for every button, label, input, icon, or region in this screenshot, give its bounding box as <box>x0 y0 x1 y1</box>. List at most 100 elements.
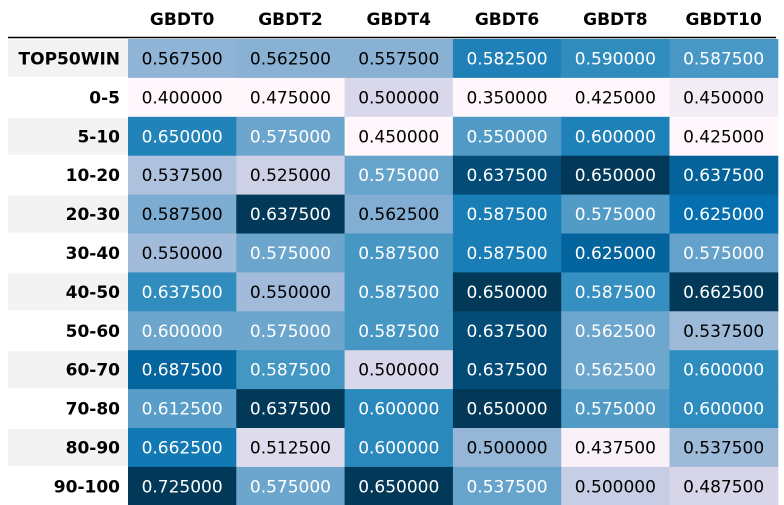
cell-value-label: 0.425000 <box>683 127 764 147</box>
cell-value-label: 0.637500 <box>466 166 547 186</box>
cell-value-label: 0.650000 <box>466 283 547 303</box>
column-header-gbdt0: GBDT0 <box>150 10 215 30</box>
cell-value-label: 0.637500 <box>142 283 223 303</box>
heatmap-cell <box>561 466 670 505</box>
cell-value-label: 0.662500 <box>683 283 764 303</box>
heatmap-cell <box>236 39 346 79</box>
cell-value-label: 0.637500 <box>250 400 331 420</box>
cell-value-label: 0.575000 <box>575 400 656 420</box>
heatmap-cell <box>344 389 454 429</box>
cell-value-label: 0.637500 <box>250 205 331 225</box>
heatmap-cell <box>669 194 779 234</box>
cell-value-label: 0.562500 <box>250 49 331 69</box>
cell-value-label: 0.587500 <box>575 283 656 303</box>
heatmap-cell <box>669 272 779 312</box>
heatmap-cell <box>669 233 779 273</box>
heatmap-cell <box>452 194 562 234</box>
row-band <box>8 273 128 311</box>
row-band <box>8 195 128 233</box>
cell-value-label: 0.450000 <box>358 127 439 147</box>
cell-value-label: 0.637500 <box>466 361 547 381</box>
heatmap-cell <box>128 466 237 505</box>
heatmap-cell <box>669 155 779 196</box>
cell-value-label: 0.575000 <box>575 205 656 225</box>
row-label-50-60: 50-60 <box>66 322 121 342</box>
heatmap-cell <box>344 194 454 234</box>
row-label-30-40: 30-40 <box>66 244 121 264</box>
row-label-70-80: 70-80 <box>66 400 121 420</box>
heatmap-cell <box>128 233 237 273</box>
heatmap-cell <box>452 389 562 429</box>
heatmap-cell <box>452 272 562 312</box>
heatmap-cell <box>669 389 779 429</box>
cell-value-label: 0.650000 <box>466 400 547 420</box>
heatmap-cell <box>344 428 454 468</box>
column-header-gbdt8: GBDT8 <box>583 10 647 30</box>
heatmap-cell <box>561 116 670 157</box>
cell-value-label: 0.512500 <box>250 438 331 458</box>
row-label-60-70: 60-70 <box>66 361 121 381</box>
heatmap-cell <box>452 155 562 196</box>
cell-value-label: 0.587500 <box>142 205 223 225</box>
heatmap-cell <box>344 272 454 312</box>
cell-value-label: 0.562500 <box>575 361 656 381</box>
row-band <box>8 117 128 155</box>
heatmap-cell <box>452 466 562 505</box>
heatmap-cell <box>128 155 237 196</box>
cell-value-label: 0.525000 <box>250 166 331 186</box>
heatmap-cell <box>452 350 562 390</box>
row-label-20-30: 20-30 <box>66 205 121 225</box>
cell-value-label: 0.575000 <box>250 244 331 264</box>
cell-value-label: 0.537500 <box>683 438 764 458</box>
cell-value-label: 0.600000 <box>142 322 223 342</box>
cell-value-label: 0.567500 <box>142 49 223 69</box>
cell-value-label: 0.537500 <box>466 477 547 497</box>
cell-value-label: 0.550000 <box>466 127 547 147</box>
cell-value-label: 0.637500 <box>466 322 547 342</box>
cell-value-label: 0.587500 <box>683 49 764 69</box>
heatmap-cell <box>128 428 237 468</box>
cell-value-label: 0.537500 <box>683 322 764 342</box>
cell-value-label: 0.500000 <box>466 438 547 458</box>
heatmap-cell <box>236 389 346 429</box>
heatmap-cell <box>452 77 562 118</box>
cell-value-label: 0.562500 <box>358 205 439 225</box>
cell-value-label: 0.500000 <box>358 361 439 381</box>
cell-value-label: 0.587500 <box>358 283 439 303</box>
heatmap-cell <box>236 233 346 273</box>
heatmap-cell <box>236 77 346 118</box>
heatmap-cell <box>561 272 670 312</box>
cell-value-label: 0.650000 <box>575 166 656 186</box>
cell-value-label: 0.575000 <box>250 477 331 497</box>
heatmap-cell <box>344 466 454 505</box>
heatmap-cell <box>344 116 454 157</box>
row-band <box>8 40 128 77</box>
heatmap-cell <box>561 77 670 118</box>
heatmap-cell <box>561 233 670 273</box>
heatmap-cell <box>344 311 454 351</box>
cell-value-label: 0.475000 <box>250 88 331 108</box>
cell-value-label: 0.587500 <box>250 361 331 381</box>
cell-value-label: 0.625000 <box>683 205 764 225</box>
cell-value-label: 0.587500 <box>466 205 547 225</box>
cell-value-label: 0.587500 <box>466 244 547 264</box>
heatmap-cell <box>236 194 346 234</box>
heatmap-cell <box>128 116 237 157</box>
row-band-group <box>8 40 128 466</box>
cell-value-label: 0.450000 <box>683 88 764 108</box>
heatmap-cell <box>344 77 454 118</box>
cell-value-label: 0.550000 <box>250 283 331 303</box>
heatmap-cell <box>344 39 454 79</box>
heatmap-cell <box>344 155 454 196</box>
row-band <box>8 429 128 466</box>
row-label-90-100: 90-100 <box>54 477 120 497</box>
cell-value-label: 0.575000 <box>250 322 331 342</box>
heatmap-cell <box>452 39 562 79</box>
heatmap-cell <box>452 311 562 351</box>
cell-value-label: 0.600000 <box>683 400 764 420</box>
heatmap-cell <box>561 155 670 196</box>
heatmap-cell <box>128 39 237 79</box>
heatmap-cell <box>561 311 670 351</box>
cell-value-label: 0.537500 <box>142 166 223 186</box>
